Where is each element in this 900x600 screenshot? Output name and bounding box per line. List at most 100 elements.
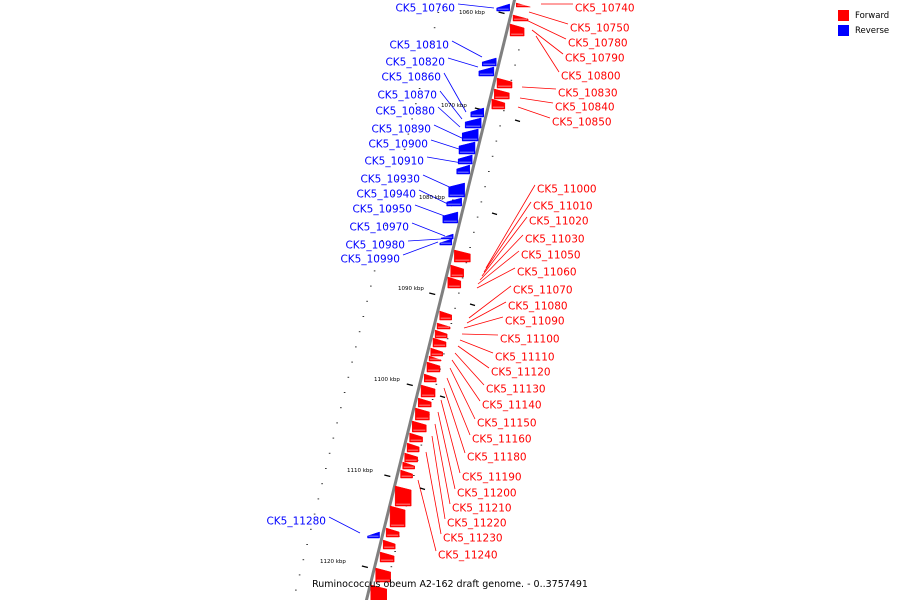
forward-gene-block xyxy=(447,276,462,289)
minor-tick-right xyxy=(420,444,423,446)
minor-tick-left xyxy=(418,88,421,89)
minor-tick-right xyxy=(469,247,471,248)
minor-tick-left xyxy=(362,316,365,317)
forward-connector xyxy=(440,399,461,474)
gene-block-shade xyxy=(455,259,470,261)
gene-label-ck5-10810: CK5_10810 xyxy=(389,40,449,52)
gene-block-shade xyxy=(459,151,474,153)
forward-gene-block xyxy=(382,539,396,550)
minor-tick-right xyxy=(461,277,464,279)
gene-label-ck5-11000: CK5_11000 xyxy=(537,184,597,196)
minor-tick-left xyxy=(295,589,297,591)
gene-block-shade xyxy=(387,534,399,536)
minor-tick-left xyxy=(343,392,346,393)
reverse-gene-block xyxy=(481,57,497,67)
gene-label-ck5-11080: CK5_11080 xyxy=(508,301,568,313)
legend-item-forward: Forward xyxy=(838,8,889,23)
minor-tick-left xyxy=(366,300,368,302)
gene-label-ck5-10830: CK5_10830 xyxy=(558,88,618,100)
gene-block-shade xyxy=(443,220,457,222)
minor-tick-left xyxy=(306,544,308,545)
minor-tick-right xyxy=(514,64,516,66)
reverse-connector xyxy=(430,139,463,151)
minor-tick-left xyxy=(381,240,383,241)
minor-tick-left xyxy=(437,12,440,13)
forward-connector xyxy=(417,479,437,552)
reverse-connector xyxy=(447,57,479,68)
reverse-gene-block xyxy=(478,66,495,77)
gene-label-ck5-11120: CK5_11120 xyxy=(491,367,551,379)
gene-label-ck5-10910: CK5_10910 xyxy=(364,156,424,168)
minor-tick-right xyxy=(510,79,513,81)
forward-connector xyxy=(477,250,520,285)
minor-tick-right xyxy=(390,566,393,568)
forward-connector xyxy=(461,333,499,336)
forward-gene-block xyxy=(370,584,387,600)
forward-connector xyxy=(443,387,466,454)
forward-gene-block xyxy=(409,432,423,443)
tick-mark xyxy=(439,395,446,399)
gene-label-ck5-10900: CK5_10900 xyxy=(368,139,428,151)
minor-tick-right xyxy=(518,49,520,51)
minor-tick-right xyxy=(473,231,475,233)
legend-label-reverse: Reverse xyxy=(855,25,890,36)
forward-genes xyxy=(370,2,531,600)
gene-block-shade xyxy=(368,535,379,537)
reverse-connector xyxy=(457,3,495,9)
reverse-swatch xyxy=(838,25,849,36)
gene-label-ck5-10890: CK5_10890 xyxy=(371,124,431,136)
forward-connector xyxy=(425,451,442,535)
gene-block-shade xyxy=(422,394,435,396)
minor-tick-left xyxy=(310,528,312,530)
gene-label-ck5-11190: CK5_11190 xyxy=(462,472,522,484)
gene-label-ck5-10750: CK5_10750 xyxy=(570,23,630,35)
forward-connector xyxy=(517,106,551,119)
gene-block-shade xyxy=(471,114,483,116)
reverse-gene-block xyxy=(458,141,476,155)
forward-gene-block xyxy=(420,384,436,398)
reverse-gene-block xyxy=(446,197,462,207)
forward-gene-block xyxy=(394,485,412,507)
forward-gene-block xyxy=(385,527,400,538)
reverse-gene-block xyxy=(464,117,482,129)
gene-block-shade xyxy=(419,404,431,406)
forward-connector xyxy=(454,352,485,386)
gene-block-shade xyxy=(517,4,530,6)
forward-gene-block xyxy=(496,77,513,89)
gene-label-ck5-10870: CK5_10870 xyxy=(377,90,437,102)
gene-label-ck5-11230: CK5_11230 xyxy=(443,533,503,545)
forward-gene-block xyxy=(375,567,391,583)
reverse-gene-block xyxy=(367,531,380,539)
minor-tick-right xyxy=(446,338,449,340)
minor-tick-right xyxy=(394,551,396,552)
forward-connector xyxy=(521,86,557,90)
forward-connector xyxy=(521,17,567,40)
minor-tick-right xyxy=(454,307,456,309)
forward-gene-block xyxy=(426,361,441,373)
genome-caption: Ruminococcus obeum A2-162 draft genome. … xyxy=(312,579,588,590)
minor-tick-right xyxy=(476,216,479,218)
gene-block-shade xyxy=(401,475,412,477)
forward-gene-block xyxy=(509,23,525,37)
minor-tick-right xyxy=(503,110,505,112)
major-tick xyxy=(429,292,436,296)
gene-block-shade xyxy=(381,559,394,561)
reverse-connector xyxy=(443,72,467,113)
reverse-gene-block xyxy=(456,164,470,175)
minor-tick-left xyxy=(298,574,301,576)
forward-gene-block xyxy=(400,469,413,479)
major-ticks: 1060 kbp 1070 kbp 1080 kbp 1090 kbp 1100 kbp… xyxy=(320,10,521,569)
minor-tick-right xyxy=(458,292,460,294)
forward-connector xyxy=(468,285,512,319)
reverse-gene-block xyxy=(470,107,485,118)
minor-tick-left xyxy=(396,179,398,181)
gene-block-shade xyxy=(413,429,426,431)
forward-connector xyxy=(449,367,476,420)
gene-label-ck5-11070: CK5_11070 xyxy=(513,285,573,297)
gene-label-ck5-10860: CK5_10860 xyxy=(381,72,441,84)
gene-block-shade xyxy=(408,449,419,451)
gene-label-ck5-10990: CK5_10990 xyxy=(340,254,400,266)
gene-block-shade xyxy=(391,524,405,526)
reverse-gene-block xyxy=(440,233,454,240)
gene-label-ck5-11130: CK5_11130 xyxy=(486,384,546,396)
